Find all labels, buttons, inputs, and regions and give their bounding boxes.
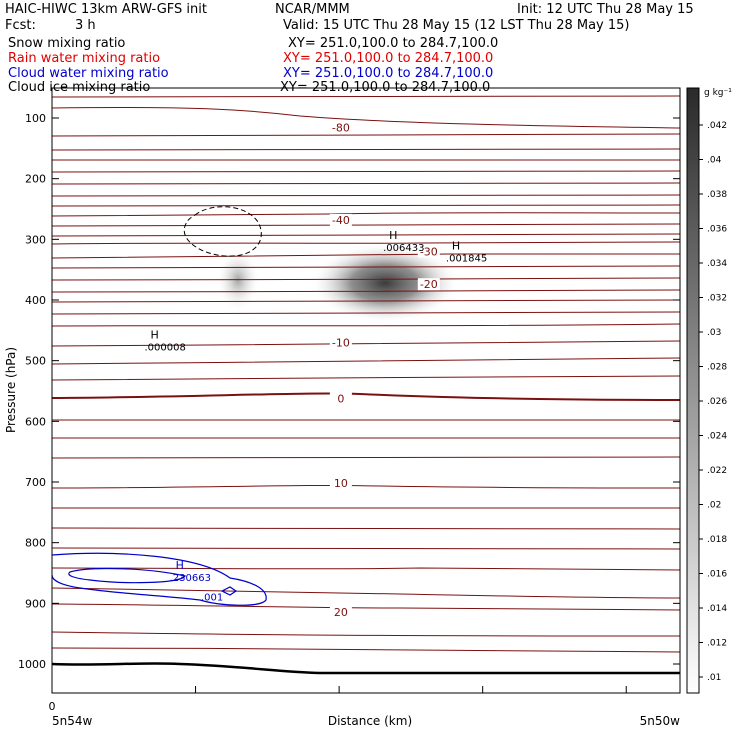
maximum-marker: H <box>176 559 184 572</box>
temperature-label-bg <box>329 121 352 134</box>
shaded-maximum-main <box>310 243 460 323</box>
temperature-label-bg <box>329 213 352 226</box>
init-time: Init: 12 UTC Thu 28 May 15 <box>517 2 694 17</box>
field-xy-rain: XY= 251.0,100.0 to 284.7,100.0 <box>283 51 494 66</box>
x-start-label: 5n54w <box>52 714 93 728</box>
field-name-cloud-water: Cloud water mixing ratio <box>8 66 169 81</box>
fcst-value: 3 h <box>75 18 96 33</box>
colorbar-tick-label: .022 <box>707 466 727 476</box>
colorbar-tick-label: .024 <box>707 432 727 442</box>
colorbar-unit: g kg⁻¹ <box>704 88 732 98</box>
field-xy-cloud-water: XY= 251.0,100.0 to 284.7,100.0 <box>283 66 494 81</box>
temperature-contour-label: 20 <box>334 606 348 619</box>
y-tick-label: 600 <box>25 415 46 428</box>
model-title: HAIC-HIWC 13km ARW-GFS init <box>5 2 207 17</box>
maximum-marker: H <box>389 229 397 242</box>
cloud-ice-contour <box>183 206 262 257</box>
temperature-labels: -80 -40 -30 -20 -10 0 10 20 <box>329 121 440 619</box>
x-origin-tick: 0 <box>49 700 56 713</box>
y-tick-label: 700 <box>25 476 46 489</box>
y-tick-label: 400 <box>25 294 46 307</box>
y-tick-label: 900 <box>25 597 46 610</box>
y-axis-title: Pressure (hPa) <box>4 347 18 433</box>
maximum-marker: H <box>150 329 158 342</box>
colorbar-ramp <box>686 87 700 694</box>
maximum-value: .230663 <box>170 573 211 584</box>
temperature-contours <box>51 95 681 653</box>
terrain-line <box>51 662 680 675</box>
colorbar-tick-label: .014 <box>707 604 727 614</box>
temperature-contour-label: -30 <box>420 245 438 258</box>
y-tick-label: 100 <box>25 112 46 125</box>
colorbar-tick-label: .02 <box>707 501 721 511</box>
x-axis <box>51 686 627 693</box>
colorbar-tick-label: .012 <box>707 639 727 649</box>
y-tick-label: 300 <box>25 233 46 246</box>
y-tick-label: 500 <box>25 355 46 368</box>
temperature-contour-label: -40 <box>332 214 350 227</box>
maximum-value: .006433 <box>383 243 424 254</box>
temperature-contour-label: -80 <box>332 122 350 135</box>
temperature-contour-label: 0 <box>337 392 344 405</box>
colorbar-tick-label: .03 <box>707 328 721 338</box>
colorbar-tick-label: .032 <box>707 294 727 304</box>
colorbar: .01 .012 .014 .016 .018 .02 .022 .024 .026 .028 .0… <box>686 87 732 694</box>
maximum-value: .001845 <box>446 253 487 264</box>
colorbar-tick-label: .01 <box>707 673 721 683</box>
y-tick-label: 200 <box>25 173 46 186</box>
cloud-water-contours <box>51 552 267 606</box>
colorbar-tick-label: .04 <box>707 156 722 166</box>
y-tick-label: 800 <box>25 537 46 550</box>
colorbar-tick-label: .016 <box>707 570 727 580</box>
maximum-marker: H <box>452 239 460 252</box>
temperature-label-bg <box>329 392 352 405</box>
field-name-snow: Snow mixing ratio <box>8 36 126 51</box>
plot-frame <box>51 87 681 694</box>
colorbar-tick-label: .038 <box>707 190 727 200</box>
y-tick-label: 1000 <box>18 658 46 671</box>
temperature-label-bg <box>417 245 440 258</box>
maximum-value: .000008 <box>144 343 185 354</box>
temperature-contour-label: 10 <box>334 477 348 490</box>
temperature-contour-label: -20 <box>420 278 438 291</box>
temperature-label-bg <box>329 336 352 349</box>
colorbar-tick-label: .042 <box>707 121 727 131</box>
colorbar-tick-label: .018 <box>707 535 727 545</box>
colorbar-tick-label: .026 <box>707 397 727 407</box>
colorbar-tick-label: .036 <box>707 225 727 235</box>
temperature-contour-label: -10 <box>332 336 350 349</box>
x-axis-title: Distance (km) <box>328 714 412 728</box>
temperature-label-bg <box>417 278 440 291</box>
field-name-rain: Rain water mixing ratio <box>8 51 161 66</box>
x-end-label: 5n50w <box>640 714 681 728</box>
temperature-label-bg <box>329 605 352 618</box>
org-label: NCAR/MMM <box>275 2 350 17</box>
temperature-label-bg <box>329 477 352 490</box>
field-xy-snow: XY= 251.0,100.0 to 284.7,100.0 <box>288 36 499 51</box>
fcst-label: Fcst: <box>5 18 36 33</box>
maximum-value: .001 <box>201 592 223 603</box>
colorbar-tick-label: .028 <box>707 363 727 373</box>
valid-time: Valid: 15 UTC Thu 28 May 15 (12 LST Thu … <box>283 18 630 33</box>
colorbar-tick-label: .034 <box>707 259 727 269</box>
